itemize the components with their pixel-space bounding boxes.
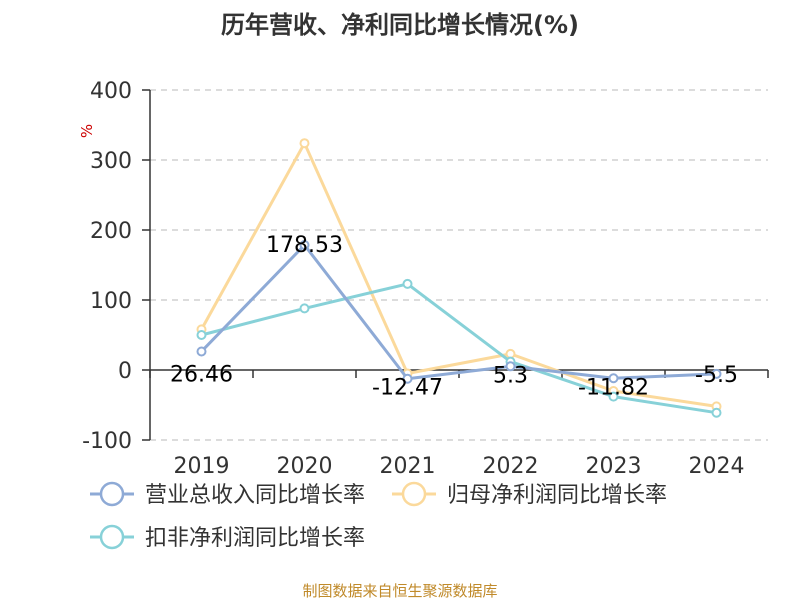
data-point — [196, 346, 207, 357]
y-tick-label: -100 — [82, 429, 132, 454]
data-label: 26.46 — [170, 362, 233, 387]
series-line-1 — [200, 141, 717, 408]
data-labels: 26.46 178.53 -12.47 5.3 -11.82 -5.5 — [170, 233, 738, 401]
data-label: -5.5 — [695, 363, 738, 388]
data-point — [196, 330, 207, 340]
series-line-0 — [200, 243, 717, 381]
x-tick-label: 2020 — [277, 454, 333, 479]
grid — [150, 89, 768, 441]
legend-label: 营业总收入同比增长率 — [145, 483, 365, 508]
legend-item[interactable]: 营业总收入同比增长率 — [90, 481, 365, 508]
legend-marker — [401, 481, 427, 507]
legend-item[interactable]: 扣非净利润同比增长率 — [90, 524, 365, 551]
y-tick-label: 400 — [90, 79, 132, 104]
x-tick-label: 2019 — [174, 454, 230, 479]
legend-label: 归母净利润同比增长率 — [447, 483, 667, 508]
x-tick-label: 2024 — [689, 454, 745, 479]
data-point — [402, 278, 413, 289]
data-point — [402, 373, 413, 384]
chart-title: 历年营收、净利同比增长情况(%) — [221, 11, 579, 39]
y-tick-label: 300 — [90, 149, 132, 174]
data-point — [505, 361, 516, 372]
x-tick-label: 2023 — [586, 454, 642, 479]
legend-marker — [99, 481, 125, 507]
data-point — [711, 407, 722, 418]
data-point — [299, 138, 310, 149]
axes: -100 0 100 200 300 400 2019 2020 2021 2022 2023 202… — [82, 79, 769, 479]
source-note: 制图数据来自恒生聚源数据库 — [302, 582, 497, 600]
data-point — [608, 391, 619, 402]
x-tick-label: 2022 — [483, 454, 539, 479]
data-label: 178.53 — [266, 233, 343, 258]
legend-label: 扣非净利润同比增长率 — [145, 526, 365, 551]
legend-marker — [99, 524, 125, 550]
series-line-2 — [201, 282, 717, 415]
series — [196, 138, 722, 418]
data-point — [711, 368, 722, 379]
y-tick-label: 0 — [118, 359, 132, 384]
data-point — [299, 303, 310, 314]
data-point — [299, 240, 310, 251]
data-label: -12.47 — [372, 376, 443, 401]
y-axis-unit: % — [78, 124, 96, 138]
y-tick-label: 100 — [90, 289, 132, 314]
data-label: 5.3 — [493, 363, 528, 388]
x-tick-label: 2021 — [380, 454, 436, 479]
data-label: -11.82 — [578, 375, 649, 400]
data-point — [608, 373, 619, 384]
legend-item[interactable]: 归母净利润同比增长率 — [392, 481, 667, 508]
y-tick-label: 200 — [90, 219, 132, 244]
